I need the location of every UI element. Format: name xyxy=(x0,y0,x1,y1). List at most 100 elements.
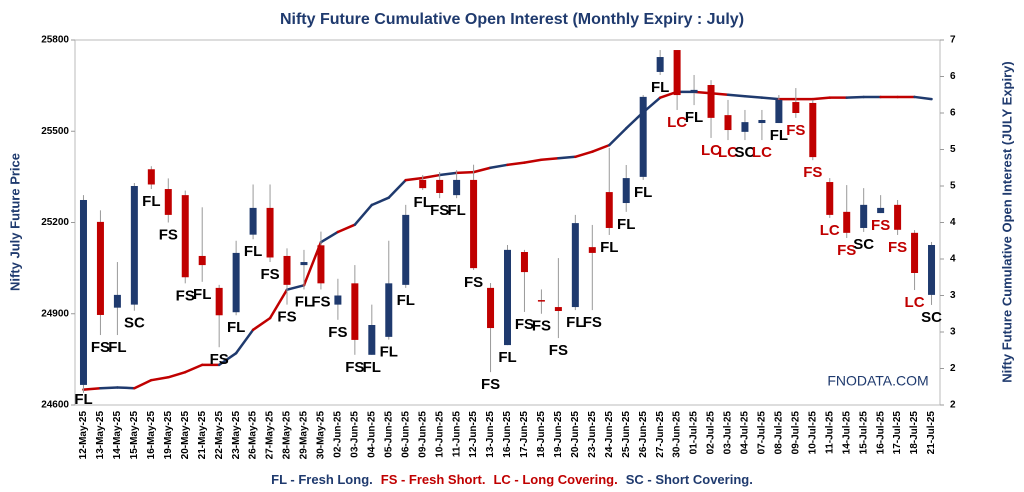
signal-label: FL xyxy=(74,391,92,408)
candle-body xyxy=(232,252,240,313)
oi-line-segment xyxy=(913,95,933,101)
candle-body xyxy=(215,287,223,316)
candle-body xyxy=(588,247,596,253)
x-tick-label: 08-Jul-25 xyxy=(774,411,785,455)
x-tick-label: 21-May-25 xyxy=(197,411,208,460)
signal-label: LC xyxy=(667,114,687,131)
x-tick-label: 09-Jul-25 xyxy=(790,411,801,455)
signal-label: FS xyxy=(260,266,279,283)
x-tick-label: 15-May-25 xyxy=(129,411,140,460)
signal-label: SC xyxy=(124,315,145,332)
candle-body xyxy=(283,255,291,285)
y2-tick-label: 5 xyxy=(950,181,956,192)
candle-body xyxy=(877,207,885,214)
x-tick-label: 11-Jun-25 xyxy=(451,411,462,458)
oi-line-segment xyxy=(557,155,577,160)
signal-label: FL xyxy=(380,344,398,361)
candle-body xyxy=(707,85,715,118)
x-tick-label: 29-May-25 xyxy=(299,411,310,460)
oi-line-segment xyxy=(608,127,628,147)
y2-tick-label: 3 xyxy=(950,290,956,301)
candle-body xyxy=(300,262,308,266)
oi-line-segment xyxy=(183,363,204,374)
candle-body xyxy=(113,294,121,308)
signal-label: FS xyxy=(430,202,449,219)
oi-line-segment xyxy=(167,370,187,379)
x-tick-label: 16-Jul-25 xyxy=(875,411,886,455)
footnote-item: FS - Fresh Short. xyxy=(381,472,486,487)
x-tick-label: 13-May-25 xyxy=(95,411,106,460)
candle-body xyxy=(334,295,342,305)
signal-label: FS xyxy=(277,309,296,326)
y-axis-title: Nifty July Future Price xyxy=(7,153,22,291)
candle-body xyxy=(860,204,868,228)
signal-label: FL xyxy=(363,359,381,376)
candle-body xyxy=(130,186,138,305)
x-tick-label: 07-Jul-25 xyxy=(757,411,768,455)
x-tick-label: 06-Jun-25 xyxy=(400,411,411,458)
signal-label: FL xyxy=(770,127,788,144)
oi-line-segment xyxy=(743,94,764,99)
candle-body xyxy=(79,199,87,385)
oi-line-segment xyxy=(336,223,357,234)
candle-body xyxy=(368,325,376,355)
x-tick-label: 23-Jun-25 xyxy=(587,411,598,458)
signal-label: FS xyxy=(91,339,110,356)
x-tick-label: 02-Jul-25 xyxy=(706,411,717,455)
y-tick-label: 25800 xyxy=(41,35,69,46)
candle-body xyxy=(470,179,478,269)
candle-body xyxy=(656,57,664,72)
signal-label: FS xyxy=(159,226,178,243)
x-tick-label: 16-Jun-25 xyxy=(502,411,513,458)
oi-line-segment xyxy=(845,95,865,99)
x-tick-label: 09-Jun-25 xyxy=(417,411,428,458)
signal-label: LC xyxy=(701,142,721,159)
x-tick-label: 22-May-25 xyxy=(214,411,225,460)
candle-body xyxy=(690,89,698,93)
x-tick-label: 14-Jul-25 xyxy=(841,411,852,455)
candle-body xyxy=(198,255,206,266)
signal-label: FS xyxy=(176,287,195,304)
x-tick-label: 30-Jun-25 xyxy=(672,411,683,458)
signal-label: FL xyxy=(600,239,618,256)
oi-line-segment xyxy=(99,386,119,390)
candle-body xyxy=(826,182,834,215)
x-tick-label: 14-May-25 xyxy=(112,411,123,460)
signal-label: FS xyxy=(311,293,330,310)
candle-body xyxy=(249,207,257,235)
signal-label: FL xyxy=(447,202,465,219)
x-tick-label: 10-Jul-25 xyxy=(807,411,818,455)
oi-line-segment xyxy=(811,96,832,101)
signal-label: FS xyxy=(888,239,907,256)
x-tick-label: 12-Jun-25 xyxy=(468,411,479,458)
footnote-item: SC - Short Covering. xyxy=(626,472,753,487)
x-tick-label: 05-Jun-25 xyxy=(383,411,394,458)
signal-label: FL xyxy=(617,216,635,233)
candle-body xyxy=(605,192,613,228)
oi-line-segment xyxy=(234,328,255,355)
x-tick-label: 02-Jun-25 xyxy=(333,411,344,458)
footnote: FL - Fresh Long. FS - Fresh Short. LC - Lo… xyxy=(271,472,753,487)
candle-body xyxy=(147,169,155,185)
x-tick-label: 15-Jul-25 xyxy=(858,411,869,455)
signal-label: FS xyxy=(837,242,856,259)
chart-title: Nifty Future Cumulative Open Interest (M… xyxy=(280,11,744,28)
oi-line-segment xyxy=(251,316,272,332)
signal-label: FL xyxy=(295,293,313,310)
oi-line-segment xyxy=(268,288,289,320)
signal-label: FS xyxy=(345,359,364,376)
x-tick-label: 21-Jul-25 xyxy=(926,411,937,455)
y2-tick-label: 7 xyxy=(950,35,956,46)
x-tick-label: 04-Jul-25 xyxy=(740,411,751,455)
signal-label: LC xyxy=(752,144,772,161)
candle-body xyxy=(436,179,444,193)
signal-label: FL xyxy=(193,286,211,303)
x-tick-label: 16-May-25 xyxy=(146,411,157,460)
oi-line-segment xyxy=(217,351,238,367)
oi-line-segment xyxy=(404,176,424,182)
candle-body xyxy=(487,287,495,329)
signal-label: FS xyxy=(210,351,229,368)
signal-label: FL xyxy=(397,292,415,309)
candle-body xyxy=(554,307,562,312)
